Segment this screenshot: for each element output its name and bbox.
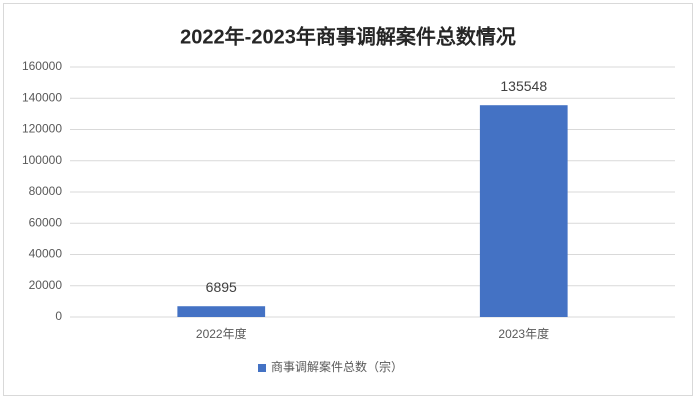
bar xyxy=(479,105,568,317)
y-tick-label: 40000 xyxy=(29,247,63,261)
bar xyxy=(177,306,266,317)
legend-label: 商事调解案件总数（宗） xyxy=(271,359,403,374)
chart-title: 2022年-2023年商事调解案件总数情况 xyxy=(180,24,516,48)
y-tick-label: 100000 xyxy=(22,153,62,167)
data-label: 6895 xyxy=(206,279,237,295)
chart-border xyxy=(3,3,693,396)
legend-swatch xyxy=(258,364,266,372)
y-tick-label: 140000 xyxy=(22,90,62,104)
y-tick-label: 120000 xyxy=(22,122,62,136)
y-tick-label: 160000 xyxy=(22,59,62,73)
x-tick-label: 2022年度 xyxy=(196,326,247,341)
y-tick-label: 60000 xyxy=(29,215,63,229)
y-tick-label: 80000 xyxy=(29,184,63,198)
x-tick-label: 2023年度 xyxy=(498,326,549,341)
y-tick-label: 0 xyxy=(55,309,62,323)
data-label: 135548 xyxy=(500,78,547,94)
y-tick-label: 20000 xyxy=(29,278,63,292)
